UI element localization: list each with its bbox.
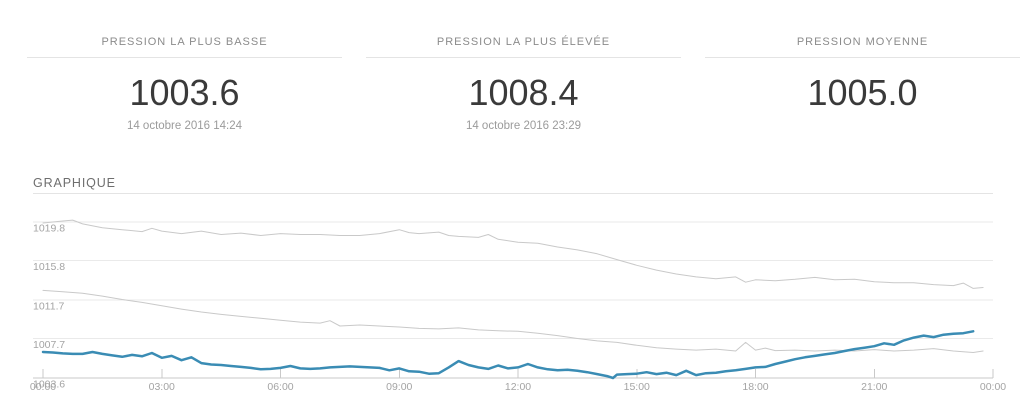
card-lowest-pressure: PRESSION LA PLUS BASSE 1003.6 14 octobre… bbox=[27, 36, 342, 134]
card-average-pressure: PRESSION MOYENNE 1005.0 bbox=[705, 36, 1020, 134]
x-tick-label: 12:00 bbox=[505, 381, 531, 393]
card-highest-pressure: PRESSION LA PLUS ÉLEVÉE 1008.4 14 octobr… bbox=[366, 36, 681, 134]
highest-pressure-label: PRESSION LA PLUS ÉLEVÉE bbox=[436, 36, 611, 48]
y-tick-label: 1015.8 bbox=[33, 261, 65, 273]
reference-lower-gray-line bbox=[42, 289, 984, 353]
y-tick-label: 1003.6 bbox=[33, 379, 65, 391]
graph-section-divider bbox=[33, 193, 993, 194]
y-tick-label: 1019.8 bbox=[33, 223, 65, 235]
card-divider bbox=[705, 57, 1020, 58]
lowest-pressure-value: 1003.6 bbox=[129, 72, 240, 113]
x-tick-label: 15:00 bbox=[624, 381, 650, 393]
highest-pressure-value: 1008.4 bbox=[468, 72, 579, 113]
summary-cards: PRESSION LA PLUS BASSE 1003.6 14 octobre… bbox=[27, 36, 1020, 134]
x-tick-label: 03:00 bbox=[149, 381, 175, 393]
y-tick-label: 1007.7 bbox=[33, 339, 65, 351]
x-tick-label: 21:00 bbox=[861, 381, 887, 393]
lowest-pressure-date: 14 octobre 2016 14:24 bbox=[126, 120, 243, 132]
average-pressure-label: PRESSION MOYENNE bbox=[796, 36, 929, 48]
graph-section-title: GRAPHIQUE bbox=[33, 176, 116, 190]
x-tick-label: 06:00 bbox=[267, 381, 293, 393]
x-tick-label: 00:00 bbox=[30, 381, 56, 393]
pressure-main-blue-line[interactable] bbox=[41, 330, 975, 380]
highest-pressure-date: 14 octobre 2016 23:29 bbox=[465, 120, 582, 132]
y-tick-label: 1011.7 bbox=[33, 301, 64, 313]
x-tick-label: 00:00 bbox=[980, 381, 1006, 393]
average-pressure-value: 1005.0 bbox=[807, 72, 918, 113]
card-divider bbox=[366, 57, 681, 58]
x-tick-label: 09:00 bbox=[386, 381, 412, 393]
x-tick-label: 18:00 bbox=[742, 381, 768, 393]
reference-upper-gray-line bbox=[42, 219, 984, 289]
card-divider bbox=[27, 57, 342, 58]
lowest-pressure-label: PRESSION LA PLUS BASSE bbox=[101, 36, 268, 48]
